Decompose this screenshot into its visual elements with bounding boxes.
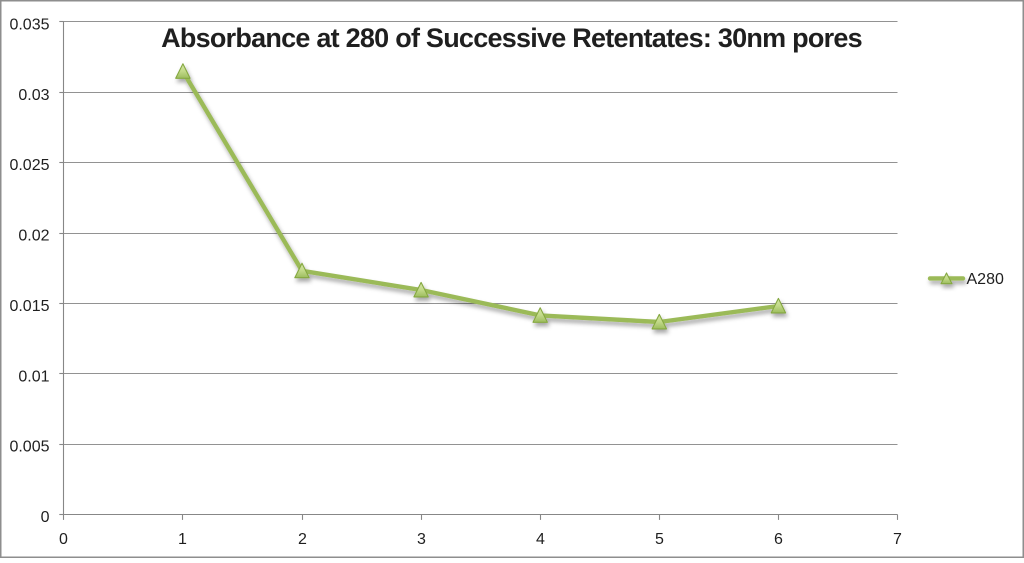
svg-text:0.03: 0.03 [18,87,49,104]
svg-text:0.035: 0.035 [9,16,49,33]
svg-text:4: 4 [536,531,545,548]
svg-text:7: 7 [893,531,902,548]
svg-text:0.02: 0.02 [18,228,49,245]
svg-text:5: 5 [655,531,664,548]
svg-text:6: 6 [774,531,783,548]
svg-text:0.01: 0.01 [18,368,49,385]
svg-text:0: 0 [59,531,68,548]
svg-text:0.005: 0.005 [9,439,49,456]
svg-text:2: 2 [298,531,307,548]
svg-text:3: 3 [417,531,426,548]
svg-text:A280: A280 [967,271,1004,288]
svg-text:0: 0 [41,509,50,526]
svg-text:1: 1 [178,531,187,548]
svg-text:Absorbance at 280 of Successiv: Absorbance at 280 of Successive Retentat… [161,23,862,53]
svg-text:0.025: 0.025 [9,157,49,174]
svg-text:0.015: 0.015 [9,298,49,315]
